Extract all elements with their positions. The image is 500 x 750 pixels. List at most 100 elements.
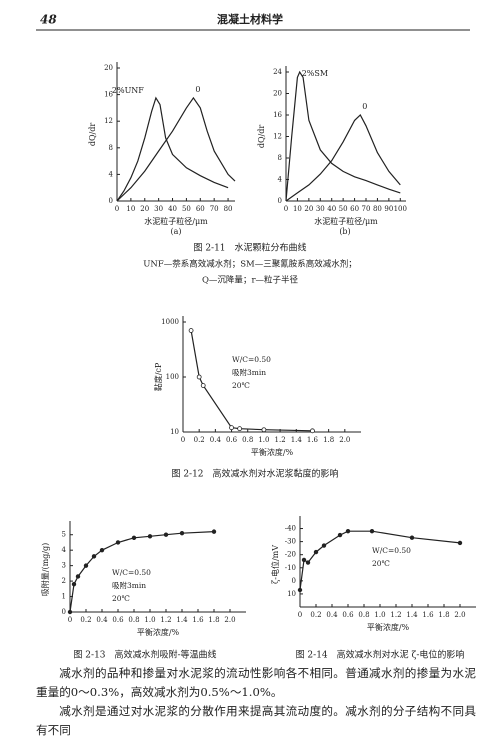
x-tick-label: 30	[154, 205, 163, 213]
page-number: 48	[40, 13, 57, 27]
x-tick-label: 0	[68, 616, 72, 624]
x-tick-label: 10	[293, 205, 302, 213]
y-tick-label: 1000	[161, 318, 179, 326]
y-tick-label: 100	[166, 373, 179, 381]
x-tick-label: 2.0	[224, 616, 235, 624]
data-point	[301, 557, 307, 563]
x-tick-label: 1.2	[275, 436, 286, 444]
annotation: 20℃	[372, 559, 390, 568]
data-point	[115, 540, 121, 545]
y-tick-label: 0	[62, 608, 66, 616]
y-tick-label: 3	[62, 562, 66, 570]
data-point	[229, 425, 234, 431]
y-tick-label: 4	[278, 176, 283, 184]
x-tick-label: 0.8	[242, 436, 253, 444]
curve	[299, 530, 461, 591]
annotation: 20℃	[232, 381, 250, 390]
x-tick-label: 1.4	[176, 616, 188, 624]
x-tick-label: 1.6	[192, 616, 204, 624]
x-tick-label: 1.6	[422, 611, 434, 619]
x-tick-label: 1.2	[160, 616, 171, 624]
x-tick-label: 0	[115, 205, 119, 213]
data-point	[147, 534, 153, 539]
y-tick-label: 12	[104, 117, 113, 125]
figure-caption: 图 2-11 水泥颗粒分布曲线	[193, 242, 306, 254]
data-point	[305, 560, 311, 565]
data-point	[310, 428, 315, 434]
panel-label: (a)	[170, 227, 181, 236]
data-point	[409, 535, 415, 540]
body-text: 减水剂的品种和掺量对水泥浆的流动性影响各不相同。普通减水剂的掺量为水泥重量的0～…	[36, 664, 476, 746]
figure-note: Q—沉降量；r—粒子半径	[202, 275, 299, 286]
x-tick-label: 70	[210, 205, 219, 213]
curve	[285, 70, 401, 202]
data-point	[75, 574, 81, 579]
y-tick-label: 24	[273, 68, 282, 76]
y-tick-label: 0	[292, 577, 296, 585]
x-tick-label: 40	[327, 205, 336, 213]
data-point	[91, 554, 97, 559]
annotation: 吸附3min	[112, 581, 146, 590]
x-tick-label: 0	[284, 205, 288, 213]
x-tick-label: 80	[224, 205, 233, 213]
y-tick-label: 8	[109, 144, 113, 152]
y-tick-label: -30	[285, 538, 296, 546]
x-axis-label: 水泥粒子粒径/μm	[314, 216, 378, 226]
data-point	[179, 530, 185, 536]
x-tick-label: 20	[304, 205, 313, 213]
panel-label: (b)	[339, 227, 350, 236]
x-tick-label: 1.8	[438, 611, 449, 619]
x-tick-label: 80	[373, 205, 382, 213]
data-point	[321, 543, 327, 548]
x-tick-label: 70	[362, 205, 371, 213]
x-tick-label: 60	[350, 205, 359, 213]
y-tick-label: 10	[287, 590, 296, 598]
annotation: W/C=0.50	[112, 568, 151, 577]
x-tick-label: 0	[181, 436, 185, 444]
annotation: 吸附3min	[232, 368, 266, 377]
y-tick-label: 0	[278, 197, 282, 205]
x-tick-label: 0.6	[112, 616, 124, 624]
y-tick-label: 4	[109, 170, 114, 178]
x-tick-label: 1.4	[291, 436, 303, 444]
x-tick-label: 10	[126, 205, 135, 213]
data-point	[369, 528, 375, 534]
y-tick-label: -20	[285, 551, 296, 559]
data-point	[211, 529, 217, 534]
x-tick-label: 2.0	[339, 436, 350, 444]
y-tick-label: 16	[104, 91, 113, 99]
data-point	[457, 540, 463, 546]
data-point	[237, 426, 243, 432]
x-tick-label: 20	[140, 205, 149, 213]
annotation: 20℃	[112, 594, 130, 603]
x-tick-label: 0.6	[342, 611, 354, 619]
x-axis-label: 平衡浓度/%	[251, 447, 294, 457]
curve	[190, 330, 313, 432]
y-tick-label: -10	[285, 564, 296, 572]
x-tick-label: 0	[298, 611, 302, 619]
y-tick-label: 12	[273, 133, 282, 141]
annotation: W/C=0.50	[232, 355, 271, 364]
data-point	[131, 535, 137, 541]
figure-note: UNF—萘系高效减水剂；SM—三聚氰胺系高效减水剂；	[143, 259, 357, 270]
data-point	[297, 587, 303, 593]
y-axis-label: 吸附量/(mg/g)	[40, 543, 50, 596]
data-point	[337, 532, 343, 538]
paragraph: 减水剂是通过对水泥浆的分散作用来提高其流动度的。减水剂的分子结构不同具有不同	[36, 704, 476, 737]
annotation: W/C=0.50	[372, 546, 411, 555]
data-point	[261, 427, 267, 433]
x-axis-label: 平衡浓度/%	[137, 627, 180, 637]
x-tick-label: 0.8	[128, 616, 139, 624]
curve	[285, 114, 401, 202]
x-tick-label: 1.2	[390, 611, 401, 619]
x-tick-label: 30	[316, 205, 325, 213]
x-tick-label: 0.2	[80, 616, 91, 624]
x-tick-label: 0.4	[326, 611, 338, 619]
y-tick-label: 20	[104, 64, 113, 72]
x-tick-label: 50	[182, 205, 191, 213]
curve-label: 2%UNF	[112, 86, 144, 95]
data-point	[163, 532, 169, 537]
x-tick-label: 0.8	[358, 611, 369, 619]
x-axis-label: 水泥粒子粒径/μm	[144, 216, 208, 226]
